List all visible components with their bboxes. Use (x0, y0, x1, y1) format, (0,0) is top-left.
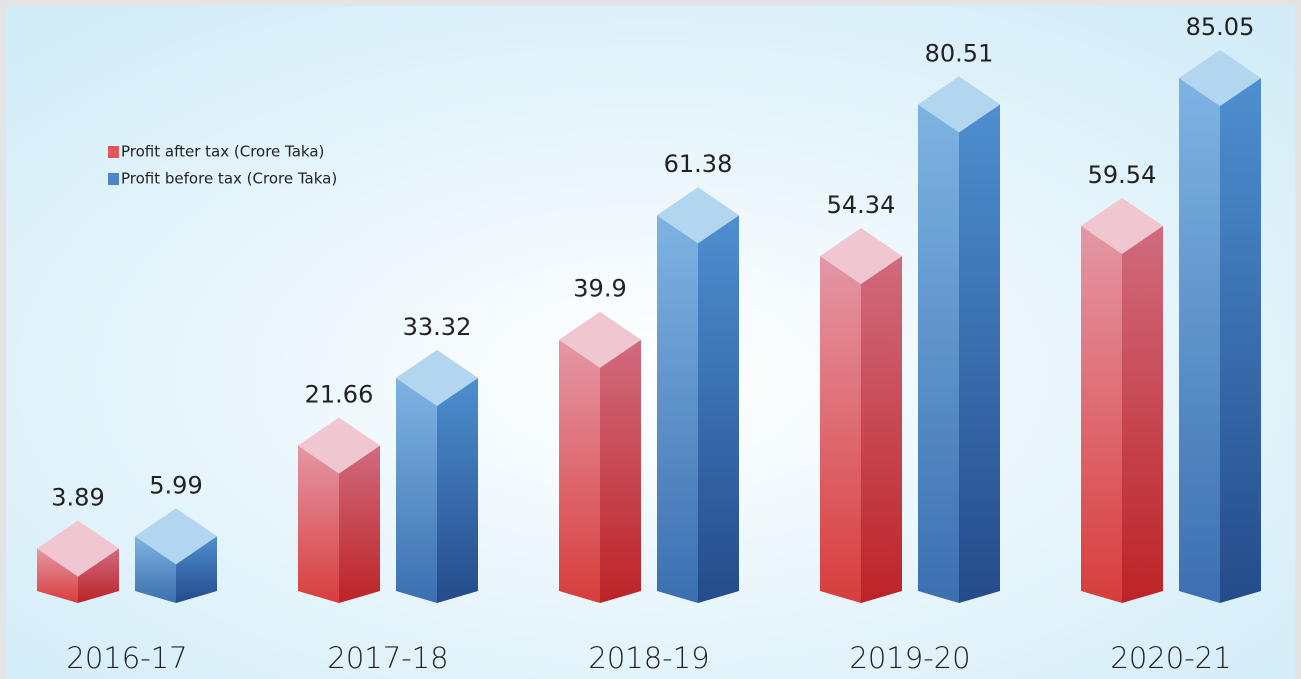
bar (37, 520, 119, 603)
value-label: 21.66 (305, 380, 374, 408)
bar-top-face (1081, 197, 1163, 254)
bar-left-face (135, 536, 176, 603)
bar-left-face (918, 104, 959, 603)
x-tick-label: 2020-21 (1110, 641, 1231, 675)
bar-top-face (559, 311, 641, 368)
bar-top-face (918, 76, 1000, 133)
legend-label: Profit after tax (Crore Taka) (121, 143, 324, 161)
value-label: 59.54 (1088, 161, 1157, 189)
bar (1179, 50, 1261, 603)
x-tick-label: 2017-18 (327, 641, 448, 675)
bar (918, 76, 1000, 603)
bar-right-face (959, 104, 1000, 603)
legend-label: Profit before tax (Crore Taka) (121, 170, 337, 188)
bar-left-face (396, 377, 437, 603)
bar-right-face (339, 445, 380, 603)
value-label: 5.99 (149, 471, 202, 499)
bar-left-face (820, 256, 861, 603)
value-label: 80.51 (925, 39, 994, 67)
value-label: 61.38 (664, 150, 733, 178)
bar-top-face (135, 508, 217, 565)
bar-top-face (298, 417, 380, 474)
background (6, 6, 1295, 679)
legend-swatch (108, 146, 119, 158)
bar-right-face (698, 215, 739, 603)
x-tick-label: 2016-17 (66, 641, 187, 675)
bar-top-face (37, 520, 119, 577)
legend-swatch (108, 173, 119, 185)
bar-right-face (600, 339, 641, 603)
bar-top-face (657, 187, 739, 244)
value-label: 33.32 (403, 313, 472, 341)
bar (396, 349, 478, 603)
value-label: 39.9 (573, 275, 626, 303)
bar-left-face (559, 339, 600, 603)
bar (657, 187, 739, 603)
bar-left-face (657, 215, 698, 603)
bar-left-face (37, 548, 78, 603)
bar-top-face (396, 349, 478, 406)
bar-right-face (176, 536, 217, 603)
bar (559, 311, 641, 603)
bar (1081, 197, 1163, 603)
bar-top-face (1179, 50, 1261, 106)
value-label: 54.34 (827, 191, 896, 219)
bar-right-face (437, 377, 478, 603)
bar-right-face (1122, 225, 1163, 603)
bar-right-face (1220, 78, 1261, 603)
bar-left-face (1179, 78, 1220, 603)
value-label: 85.05 (1186, 13, 1255, 41)
bar-top-face (820, 228, 902, 285)
x-tick-label: 2019-20 (849, 641, 970, 675)
bar-right-face (861, 256, 902, 603)
x-tick-label: 2018-19 (588, 641, 709, 675)
bar-left-face (1081, 225, 1122, 603)
bar (820, 228, 902, 603)
value-label: 3.89 (51, 483, 104, 511)
bar (135, 508, 217, 603)
bar-left-face (298, 445, 339, 603)
bar (298, 417, 380, 603)
bar-right-face (78, 548, 119, 603)
